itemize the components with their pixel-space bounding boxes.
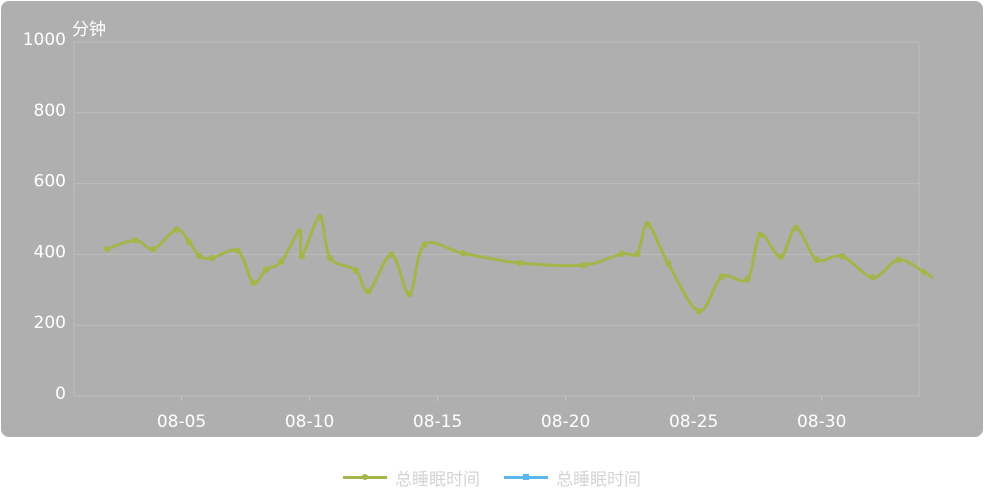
data-point (895, 256, 902, 263)
data-point (234, 247, 242, 255)
y-axis-unit-label: 分钟 (72, 20, 106, 40)
data-point (792, 224, 800, 232)
legend-item-series-1[interactable]: 总睡眠时间 (343, 465, 480, 490)
chart-panel: 0 200 400 600 800 1000 分钟 08-05 08-10 08-15 08-2… (1, 1, 983, 437)
y-tick-label: 400 (34, 242, 66, 262)
data-point (278, 258, 285, 265)
data-point (744, 275, 751, 283)
legend-swatch-series-2 (504, 470, 548, 484)
data-point (173, 226, 180, 233)
data-point (757, 231, 764, 239)
data-point (618, 250, 626, 257)
data-point (869, 274, 877, 281)
data-point (365, 288, 372, 295)
data-point (838, 252, 846, 260)
data-point (104, 245, 111, 253)
y-tick-label: 0 (55, 384, 66, 404)
y-tick-label: 800 (34, 101, 66, 121)
data-point (132, 237, 139, 244)
data-point (813, 256, 820, 263)
y-axis-ticks: 0 200 400 600 800 1000 (23, 30, 66, 404)
data-point (634, 250, 641, 257)
data-point (388, 251, 395, 258)
data-point (196, 252, 203, 260)
data-point (326, 254, 334, 262)
data-point (920, 268, 928, 276)
data-point (296, 228, 303, 235)
y-tick-label: 200 (34, 313, 66, 333)
data-point (516, 259, 523, 267)
data-point (421, 241, 429, 248)
x-tick-label: 08-30 (797, 412, 846, 432)
data-point (718, 273, 726, 280)
x-tick-label: 08-25 (669, 412, 718, 432)
legend-label-series-1: 总睡眠时间 (395, 469, 480, 490)
data-point (460, 250, 467, 257)
data-point (298, 252, 306, 260)
legend-label-series-2: 总睡眠时间 (556, 469, 641, 490)
grid-lines (73, 41, 920, 397)
data-point (209, 254, 216, 262)
data-point (352, 267, 359, 274)
series-layer (104, 214, 934, 315)
data-point (316, 214, 324, 221)
x-tick-label: 08-10 (285, 412, 334, 432)
data-point (580, 261, 587, 269)
x-tick-label: 08-15 (413, 412, 462, 432)
data-point (644, 221, 651, 228)
data-point (250, 279, 257, 286)
data-point (186, 238, 193, 246)
data-point (150, 245, 157, 253)
legend-item-series-2[interactable]: 总睡眠时间 (504, 465, 641, 490)
y-tick-label: 1000 (23, 30, 66, 50)
data-point (777, 253, 784, 261)
data-point (406, 290, 413, 298)
data-point (262, 266, 270, 273)
y-tick-label: 600 (34, 172, 66, 192)
x-tick-label: 08-05 (157, 412, 206, 432)
x-tick-label: 08-20 (541, 412, 590, 432)
x-axis-ticks: 08-05 08-10 08-15 08-20 08-25 08-30 (157, 396, 846, 432)
data-point (664, 260, 672, 267)
legend-swatch-series-1 (343, 470, 387, 484)
legend: 总睡眠时间 总睡眠时间 (0, 464, 984, 490)
line-chart: 0 200 400 600 800 1000 分钟 08-05 08-10 08-15 08-2… (23, 20, 934, 432)
data-point (695, 307, 702, 315)
